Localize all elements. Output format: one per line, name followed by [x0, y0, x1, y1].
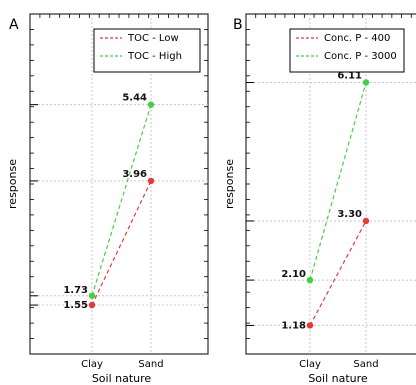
data-label: 3.30: [337, 209, 362, 220]
legend: Conc. P - 400 Conc. P - 3000: [289, 28, 405, 73]
series-line-low: [309, 220, 367, 326]
data-point-low-clay: [306, 322, 314, 329]
series-line-high: [91, 104, 152, 296]
data-point-high-clay: [88, 292, 96, 299]
x-tick-label-sand: Sand: [353, 359, 378, 370]
data-label: 1.18: [281, 320, 306, 331]
series-line-high: [309, 82, 367, 281]
data-point-high-sand: [147, 101, 155, 108]
legend-label: TOC - Low: [127, 33, 179, 44]
data-point-low-sand: [362, 217, 370, 225]
legend-label: Conc. P - 3000: [324, 51, 397, 62]
legend-box: [289, 28, 405, 73]
data-point-high-clay: [306, 276, 314, 284]
data-label: 1.55: [63, 300, 88, 311]
data-point-high-sand: [362, 79, 370, 86]
data-point-low-clay: [88, 301, 96, 309]
legend: TOC - Low TOC - High: [93, 28, 201, 73]
x-tick-label-clay: Clay: [299, 359, 321, 370]
legend-label: TOC - High: [127, 51, 182, 62]
data-point-low-sand: [147, 177, 155, 185]
data-label: 2.10: [281, 269, 306, 280]
panel-letter: B: [233, 17, 243, 33]
y-axis-title: response: [223, 159, 236, 209]
x-axis-title: Soil nature: [308, 372, 368, 385]
data-label: 6.11: [337, 70, 362, 81]
legend-label: Conc. P - 400: [324, 33, 390, 44]
y-axis-title: response: [6, 159, 19, 209]
x-axis-title: Soil nature: [92, 372, 152, 385]
legend-box: [93, 28, 201, 73]
data-label: 3.96: [122, 169, 147, 180]
panel-letter: A: [9, 17, 19, 33]
data-label: 1.73: [63, 285, 88, 296]
data-label: 5.44: [122, 93, 147, 104]
series-line-low: [91, 180, 152, 306]
x-tick-label-clay: Clay: [81, 359, 103, 370]
x-tick-label-sand: Sand: [138, 359, 163, 370]
